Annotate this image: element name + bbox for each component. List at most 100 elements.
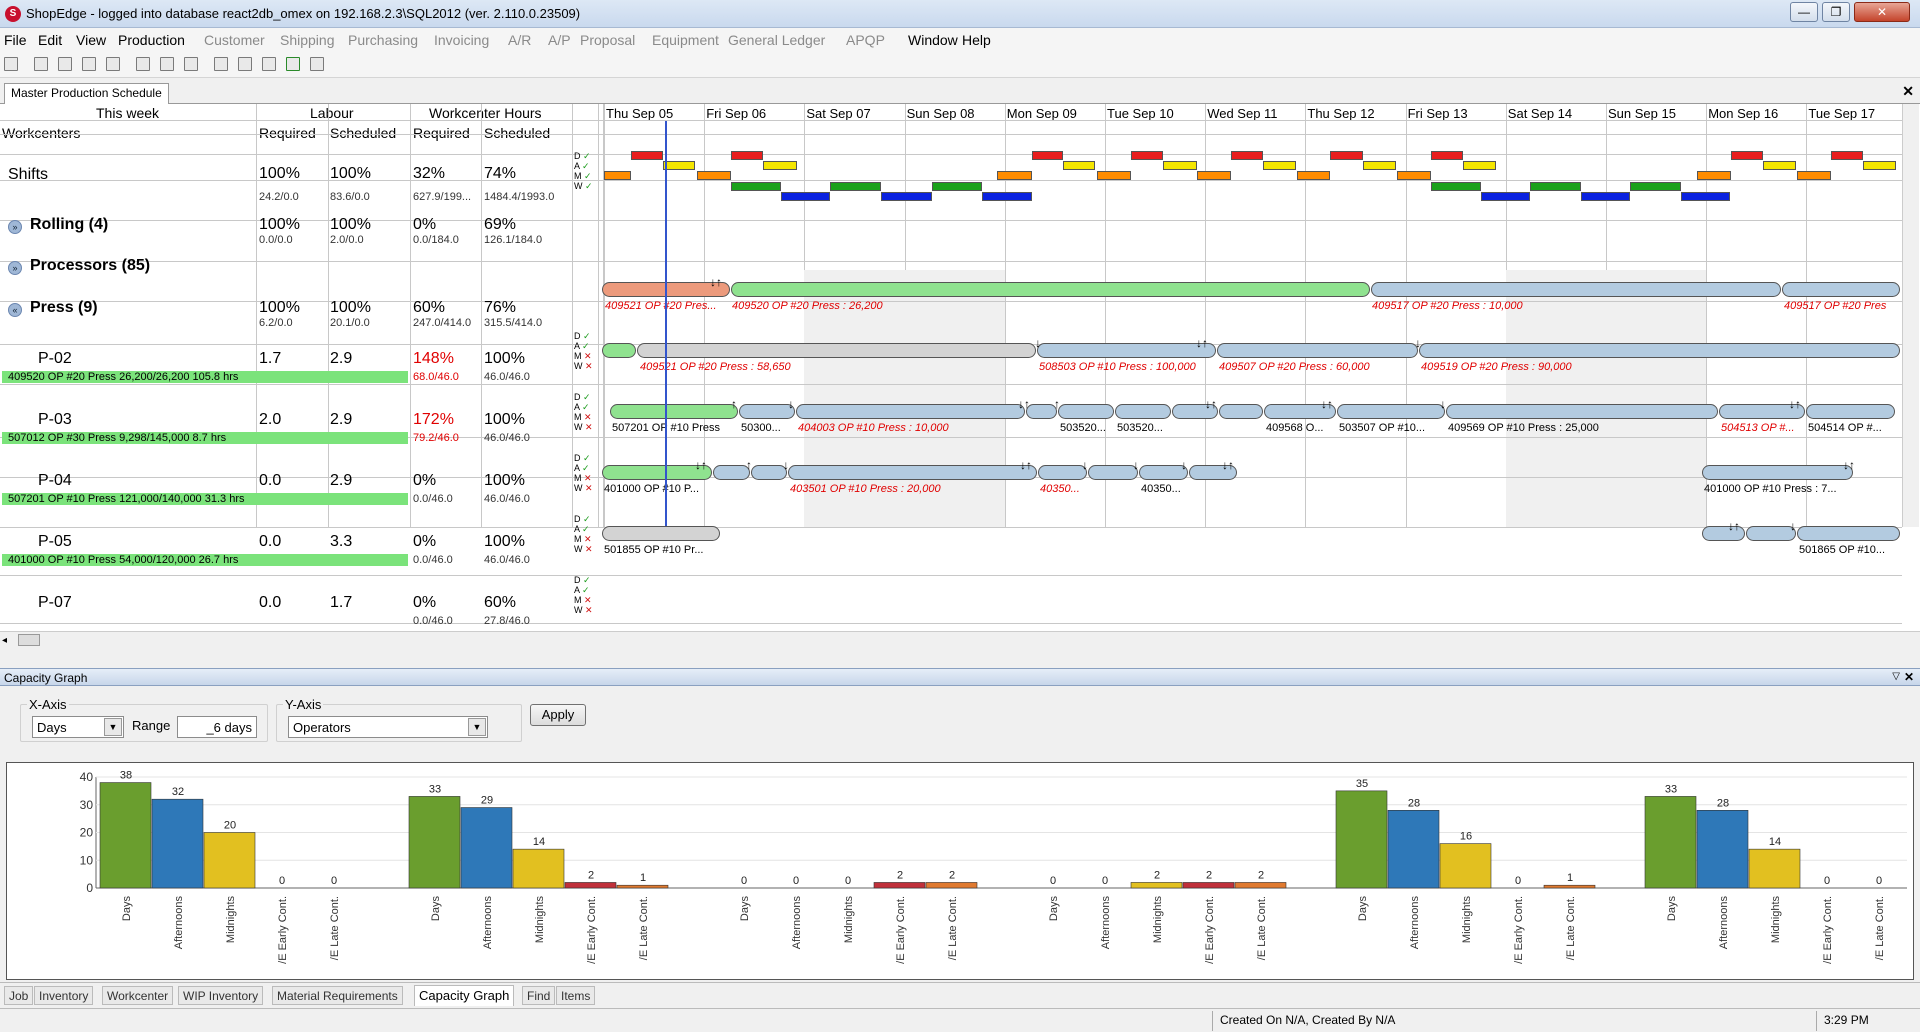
scroll-thumb[interactable]: [18, 634, 40, 646]
machine-p-02[interactable]: P-02: [38, 350, 72, 367]
move-arrow-icon[interactable]: ↓↑: [1020, 458, 1032, 472]
copy-icon[interactable]: [160, 57, 174, 71]
menu-a-r[interactable]: A/R: [508, 32, 532, 48]
x-axis-select[interactable]: Days ▼: [32, 716, 124, 738]
current-job-bar[interactable]: 507201 OP #10 Press 121,000/140,000 31.3…: [2, 493, 408, 505]
schedule-bar[interactable]: [788, 465, 1037, 480]
menu-general-ledger[interactable]: General Ledger: [728, 32, 826, 48]
move-arrow-icon[interactable]: ↓: [1082, 458, 1088, 472]
print-icon[interactable]: [58, 57, 72, 71]
move-arrow-icon[interactable]: ↓↑: [710, 275, 722, 289]
machine-p-07[interactable]: P-07: [38, 594, 72, 611]
machine-p-04[interactable]: P-04: [38, 472, 72, 489]
schedule-bar[interactable]: [1058, 404, 1114, 419]
range-input[interactable]: _6 days: [177, 716, 257, 738]
schedule-bar[interactable]: [1217, 343, 1418, 358]
move-arrow-icon[interactable]: ↓↑: [695, 458, 707, 472]
schedule-bar[interactable]: [1782, 282, 1900, 297]
move-arrow-icon[interactable]: ↓: [1133, 458, 1139, 472]
schedule-bar[interactable]: [1797, 526, 1900, 541]
move-arrow-icon[interactable]: ↓: [1440, 397, 1446, 411]
move-arrow-icon[interactable]: ↓: [1035, 336, 1041, 350]
y-axis-select[interactable]: Operators ▼: [288, 716, 488, 738]
expand-icon[interactable]: »: [8, 220, 22, 234]
menu-a-p[interactable]: A/P: [548, 32, 571, 48]
move-arrow-icon[interactable]: ↓↑: [1196, 336, 1208, 350]
schedule-bar[interactable]: [1219, 404, 1263, 419]
menu-production[interactable]: Production: [118, 32, 185, 48]
current-job-bar[interactable]: 507012 OP #30 Press 9,298/145,000 8.7 hr…: [2, 432, 408, 444]
schedule-bar[interactable]: [610, 404, 738, 419]
chevron-down-icon[interactable]: ▼: [104, 718, 122, 736]
schedule-bar[interactable]: [1172, 404, 1218, 419]
expand-icon[interactable]: «: [8, 303, 22, 317]
schedule-bar[interactable]: [1719, 404, 1805, 419]
tab-workcenter[interactable]: Workcenter: [102, 986, 174, 1005]
schedule-bar[interactable]: [602, 465, 712, 480]
print-setup-icon[interactable]: [82, 57, 96, 71]
chevron-down-icon[interactable]: ▼: [468, 718, 486, 736]
tab-inventory[interactable]: Inventory: [34, 986, 94, 1005]
move-arrow-icon[interactable]: ↓↑: [1321, 397, 1333, 411]
find-icon[interactable]: [262, 57, 276, 71]
schedule-bar[interactable]: [1037, 343, 1216, 358]
current-job-bar[interactable]: 409520 OP #20 Press 26,200/26,200 105.8 …: [2, 371, 408, 383]
move-arrow-icon[interactable]: ↓: [1790, 519, 1796, 533]
menu-equipment[interactable]: Equipment: [652, 32, 719, 48]
move-arrow-icon[interactable]: ↓↑: [1222, 458, 1234, 472]
apply-button[interactable]: Apply: [530, 704, 586, 726]
schedule-bar[interactable]: [713, 465, 750, 480]
edit-icon[interactable]: [310, 57, 324, 71]
close-document-icon[interactable]: ✕: [1902, 83, 1914, 99]
move-arrow-icon[interactable]: ↑: [1054, 397, 1060, 411]
new-icon[interactable]: [4, 57, 18, 71]
group-press[interactable]: Press (9): [30, 299, 98, 316]
horizontal-scrollbar[interactable]: ◂: [0, 631, 1920, 648]
schedule-bar[interactable]: [1446, 404, 1718, 419]
vertical-scrollbar[interactable]: [1902, 104, 1919, 527]
menu-apqp[interactable]: APQP: [846, 32, 885, 48]
details-icon[interactable]: [238, 57, 252, 71]
menu-edit[interactable]: Edit: [38, 32, 63, 48]
refresh-icon[interactable]: [286, 57, 300, 71]
move-arrow-icon[interactable]: ↓: [1181, 458, 1187, 472]
schedule-bar[interactable]: [1419, 343, 1900, 358]
schedule-bar[interactable]: [1088, 465, 1138, 480]
schedule-bar[interactable]: [637, 343, 1036, 358]
tab-material-requirements[interactable]: Material Requirements: [272, 986, 403, 1005]
tab-wip-inventory[interactable]: WIP Inventory: [178, 986, 264, 1005]
paste-icon[interactable]: [184, 57, 198, 71]
menu-purchasing[interactable]: Purchasing: [348, 32, 419, 48]
schedule-bar[interactable]: [1806, 404, 1895, 419]
move-arrow-icon[interactable]: ↓: [788, 397, 794, 411]
schedule-bar[interactable]: [1115, 404, 1171, 419]
schedule-bar[interactable]: [1702, 465, 1853, 480]
tab-capacity-graph[interactable]: Capacity Graph: [414, 985, 515, 1006]
tab-master-production-schedule[interactable]: Master Production Schedule: [4, 83, 169, 104]
tab-find[interactable]: Find: [522, 986, 556, 1005]
print-preview-icon[interactable]: [106, 57, 120, 71]
schedule-bar[interactable]: [796, 404, 1025, 419]
schedule-bar[interactable]: [1264, 404, 1336, 419]
menu-help[interactable]: Help: [962, 32, 991, 48]
scroll-left-icon[interactable]: ◂: [2, 635, 8, 646]
save-icon[interactable]: [34, 57, 48, 71]
move-arrow-icon[interactable]: ↓↑: [1789, 397, 1801, 411]
schedule-bar[interactable]: [602, 343, 636, 358]
menu-customer[interactable]: Customer: [204, 32, 265, 48]
close-button[interactable]: ✕: [1854, 2, 1910, 22]
schedule-bar[interactable]: [1038, 465, 1087, 480]
schedule-bar[interactable]: [731, 282, 1370, 297]
move-arrow-icon[interactable]: ↑: [746, 458, 752, 472]
menu-invoicing[interactable]: Invoicing: [434, 32, 490, 48]
schedule-bar[interactable]: [1139, 465, 1188, 480]
cut-icon[interactable]: [136, 57, 150, 71]
schedule-bar[interactable]: [602, 526, 720, 541]
menu-view[interactable]: View: [76, 32, 107, 48]
current-job-bar[interactable]: 401000 OP #10 Press 54,000/120,000 26.7 …: [2, 554, 408, 566]
group-processors[interactable]: Processors (85): [30, 257, 151, 274]
tab-items[interactable]: Items: [556, 986, 596, 1005]
machine-p-03[interactable]: P-03: [38, 411, 72, 428]
move-arrow-icon[interactable]: ↓↑: [1018, 397, 1030, 411]
move-arrow-icon[interactable]: ↑: [731, 397, 737, 411]
